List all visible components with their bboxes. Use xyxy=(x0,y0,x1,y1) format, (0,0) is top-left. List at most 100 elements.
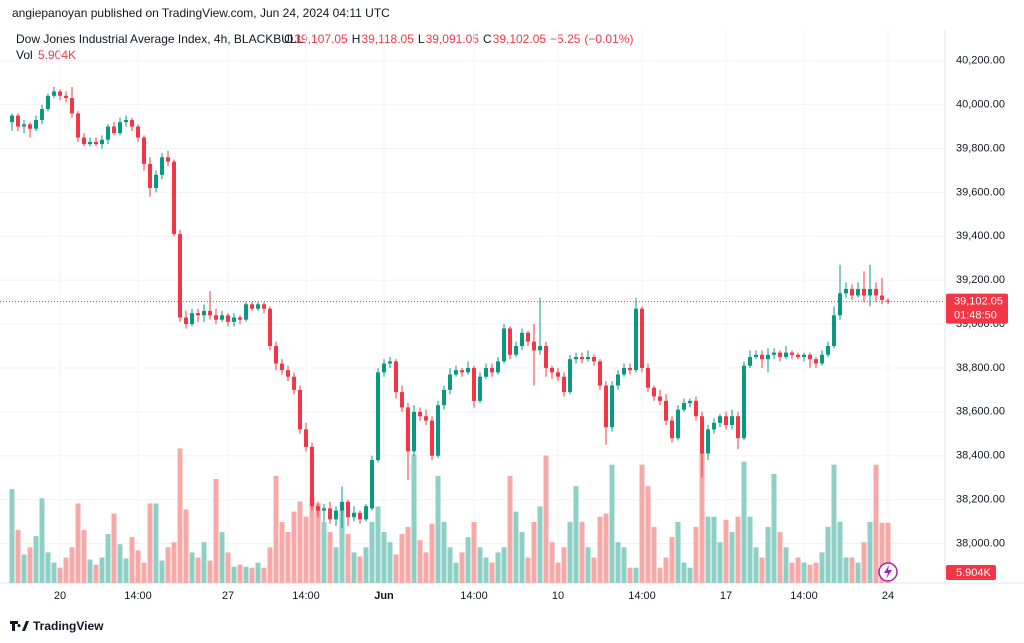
candle-body xyxy=(610,385,614,428)
candle-body xyxy=(10,115,14,123)
volume-bar xyxy=(801,562,807,583)
candle-body xyxy=(700,416,704,454)
candle-body xyxy=(430,420,434,456)
volume-bar xyxy=(117,544,123,583)
volume-bar xyxy=(591,557,597,583)
candle-body xyxy=(802,354,806,357)
candle-body xyxy=(220,315,224,320)
volume-bar xyxy=(201,542,207,583)
volume-bar xyxy=(45,552,51,583)
candle-body xyxy=(466,367,470,373)
volume-bar xyxy=(651,526,657,583)
candle-body xyxy=(106,126,110,140)
y-tick-label: 38,800.00 xyxy=(956,362,1005,374)
candle-body xyxy=(796,354,800,357)
candle-body xyxy=(520,332,524,346)
candle-body xyxy=(406,407,410,452)
x-tick-label: 24 xyxy=(882,590,894,602)
x-tick-label: Jun xyxy=(374,590,394,602)
candle-body xyxy=(154,174,158,188)
candle-body xyxy=(496,361,500,373)
candle-body xyxy=(214,315,218,320)
volume-bar xyxy=(339,509,345,583)
volume-bar xyxy=(537,506,543,583)
candle-body xyxy=(592,356,596,362)
candle-body xyxy=(328,508,332,520)
volume-bar xyxy=(819,552,825,583)
volume-bar xyxy=(525,557,531,583)
candle-body xyxy=(442,389,446,406)
candle-body xyxy=(514,346,518,355)
volume-bar xyxy=(165,547,171,583)
candle-body xyxy=(412,411,416,452)
candle-body xyxy=(358,512,362,520)
volume-bar xyxy=(477,547,483,583)
candle-body xyxy=(568,359,572,393)
candle-body xyxy=(130,119,134,127)
candle-body xyxy=(142,137,146,164)
candle-body xyxy=(178,234,182,318)
volume-bar xyxy=(813,562,819,583)
candle-body xyxy=(268,308,272,346)
candle-body xyxy=(820,354,824,364)
y-tick-label: 38,600.00 xyxy=(956,406,1005,418)
volume-bar xyxy=(309,496,315,583)
candle-body xyxy=(382,363,386,373)
candle-body xyxy=(790,352,794,355)
candle-body xyxy=(778,352,782,357)
volume-bar xyxy=(195,557,201,583)
volume-tag xyxy=(946,565,996,580)
candle-body xyxy=(832,315,836,346)
volume-bar xyxy=(123,558,129,583)
y-tick-label: 39,800.00 xyxy=(956,142,1005,154)
candle-body xyxy=(34,119,38,129)
volume-bar xyxy=(597,516,603,583)
volume-bar xyxy=(261,567,267,583)
x-tick-label: 27 xyxy=(222,590,234,602)
candle-body xyxy=(508,328,512,355)
lightning-icon[interactable] xyxy=(878,562,898,582)
candle-body xyxy=(814,359,818,364)
candle-body xyxy=(16,115,20,127)
volume-bar xyxy=(93,564,99,583)
candle-body xyxy=(646,367,650,388)
candle-body xyxy=(394,361,398,393)
volume-bar xyxy=(435,475,441,583)
candle-body xyxy=(70,98,74,114)
volume-bar xyxy=(735,516,741,583)
candle-body xyxy=(766,354,770,360)
brand-logo xyxy=(10,621,29,631)
candle-body xyxy=(136,126,140,138)
volume-bar xyxy=(39,498,45,583)
candle-body xyxy=(226,315,230,322)
volume-bar xyxy=(687,567,693,583)
volume-bar xyxy=(405,526,411,583)
candle-body xyxy=(28,124,32,129)
brand: TradingView xyxy=(33,619,104,633)
y-tick-label: 38,200.00 xyxy=(956,494,1005,506)
volume-bar xyxy=(843,557,849,583)
candle-body xyxy=(400,392,404,408)
volume-bar xyxy=(303,516,309,583)
volume-bar xyxy=(573,486,579,583)
price-axis: 38,000.00 38,200.00 38,400.00 38,600.00 38,8… xyxy=(54,55,1005,602)
volume-bar xyxy=(585,547,591,583)
volume-bar xyxy=(555,562,561,583)
candle-body xyxy=(418,411,422,417)
volume-bar xyxy=(855,562,861,583)
y-tick-label: 40,200.00 xyxy=(956,55,1005,67)
legend-change-pct: (−0.01%) xyxy=(584,32,633,46)
volume-bar xyxy=(621,547,627,583)
volume-bar xyxy=(633,567,639,583)
candle-body xyxy=(736,416,740,439)
volume-bar xyxy=(699,451,705,583)
candle-body xyxy=(484,367,488,377)
candle-body xyxy=(262,304,266,309)
volume-bar xyxy=(765,526,771,583)
candle-body xyxy=(448,374,452,390)
candle-body xyxy=(622,367,626,375)
volume-bar xyxy=(369,521,375,583)
volume-bar xyxy=(831,464,837,583)
volume-bar xyxy=(639,464,645,583)
